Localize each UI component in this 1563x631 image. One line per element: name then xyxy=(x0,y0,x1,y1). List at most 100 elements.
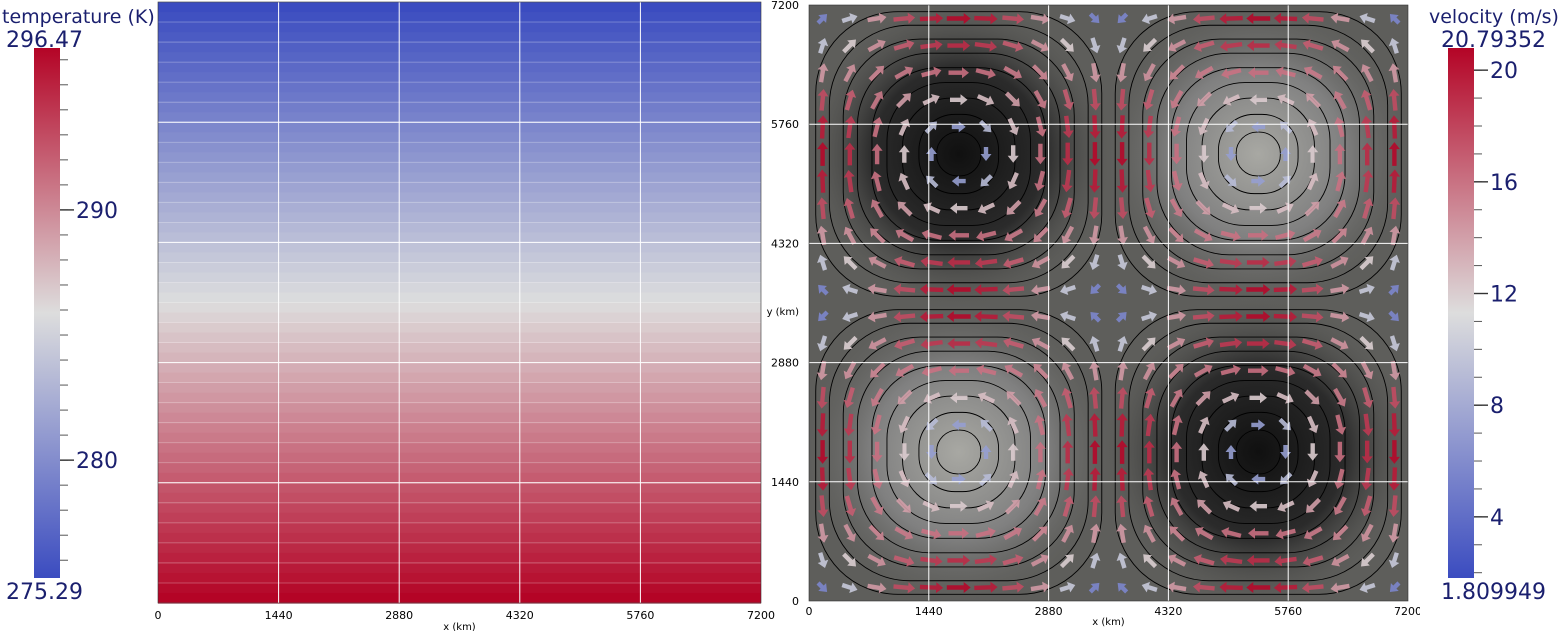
velocity-arrow xyxy=(975,527,996,538)
velocity-arrow xyxy=(948,527,969,539)
velocity-arrow xyxy=(974,257,998,269)
velocity-arrow xyxy=(1061,169,1073,193)
velocity-arrow xyxy=(1059,581,1076,593)
velocity-arrow xyxy=(1033,363,1049,380)
velocity-arrow xyxy=(817,552,829,568)
velocity-arrow xyxy=(1061,413,1073,437)
velocity-arrow xyxy=(1198,443,1210,461)
velocity-arrow xyxy=(1089,225,1100,245)
velocity-arrow xyxy=(1332,65,1349,82)
temperature-band xyxy=(158,182,761,193)
temperature-frame xyxy=(157,1,762,604)
velocity-arrow xyxy=(1220,40,1243,52)
velocity-arrow xyxy=(1141,254,1156,269)
velocity-frame xyxy=(808,4,1409,602)
velocity-arrow xyxy=(1062,89,1074,110)
streamline-contour xyxy=(842,38,1075,270)
velocity-arrow xyxy=(1004,91,1020,107)
velocity-arrow xyxy=(1301,12,1324,24)
velocity-arrow xyxy=(1062,115,1074,138)
velocity-arrow xyxy=(1141,13,1158,25)
velocity-arrow xyxy=(870,387,884,407)
velocity-arrow xyxy=(1059,37,1074,52)
velocity-arrow xyxy=(1198,172,1210,190)
velocity-arrow xyxy=(1061,524,1074,543)
velocity-arrow xyxy=(1360,495,1373,517)
velocity-arrow xyxy=(1034,170,1046,191)
velocity-arrow xyxy=(1116,37,1128,54)
velocity-arrow xyxy=(1007,117,1019,136)
velocity-arrow xyxy=(893,283,916,295)
velocity-arrow xyxy=(870,496,884,515)
streamline-contour xyxy=(842,336,1075,568)
streamline-contour xyxy=(856,350,1061,554)
velocity-arrow xyxy=(1246,582,1271,593)
velocity-arrow xyxy=(1275,229,1296,240)
streamline-contour xyxy=(1217,411,1299,493)
temperature-band xyxy=(158,402,761,414)
velocity-arrow xyxy=(1116,169,1128,193)
streamline-contour xyxy=(1128,24,1389,284)
velocity-y-tick-label: 0 xyxy=(792,595,799,608)
temperature-band xyxy=(158,362,761,374)
velocity-arrow xyxy=(816,14,828,25)
velocity-arrow xyxy=(950,500,968,512)
velocity-arrow xyxy=(1389,360,1401,381)
velocity-arrow xyxy=(844,115,856,139)
velocity-arrow xyxy=(1273,283,1298,295)
velocity-arrow xyxy=(844,142,856,166)
velocity-arrow xyxy=(1167,581,1187,593)
velocity-arrow xyxy=(816,225,828,246)
velocity-arrow xyxy=(920,256,943,268)
velocity-arrow xyxy=(1330,12,1350,24)
velocity-arrow xyxy=(893,12,916,24)
velocity-arrow xyxy=(1362,198,1374,219)
velocity-arrow xyxy=(1198,470,1210,489)
temperature-band xyxy=(158,72,761,83)
velocity-arrow xyxy=(1166,337,1186,351)
velocity-arrow xyxy=(1195,391,1211,407)
velocity-arrow xyxy=(867,553,886,567)
velocity-arrow xyxy=(1330,256,1349,269)
velocity-arrow xyxy=(1033,497,1047,517)
velocity-arrow xyxy=(844,495,857,517)
velocity-arrow xyxy=(1220,230,1241,242)
velocity-arrow xyxy=(1116,495,1128,518)
velocity-arrow xyxy=(1307,172,1319,191)
velocity-arrow xyxy=(898,443,910,461)
velocity-arrow xyxy=(1060,311,1076,322)
temperature-band xyxy=(158,112,761,123)
velocity-arrow xyxy=(919,582,944,594)
velocity-arrow xyxy=(1307,145,1319,163)
streamline-contour xyxy=(856,52,1061,256)
velocity-arrow xyxy=(946,13,971,24)
velocity-arrow xyxy=(843,64,856,83)
velocity-arrow xyxy=(947,40,971,52)
velocity-arrow xyxy=(1388,115,1400,139)
velocity-arrow xyxy=(1193,364,1213,378)
velocity-arrow xyxy=(921,66,942,78)
temperature-band xyxy=(158,412,761,424)
velocity-arrow xyxy=(1088,582,1100,594)
velocity-arrow xyxy=(1007,172,1019,190)
velocity-arrow xyxy=(920,338,943,350)
velocity-arrow xyxy=(951,121,966,133)
velocity-arrow xyxy=(1333,387,1347,407)
temperature-band xyxy=(158,352,761,364)
velocity-arrow xyxy=(1389,413,1401,437)
velocity-arrow xyxy=(950,94,968,106)
velocity-arrow xyxy=(1192,284,1215,296)
velocity-arrow xyxy=(1301,338,1323,350)
velocity-arrow xyxy=(1089,440,1101,464)
velocity-arrow xyxy=(1193,257,1214,269)
temperature-band xyxy=(158,332,761,344)
velocity-arrow xyxy=(1331,228,1347,244)
velocity-arrow xyxy=(923,202,941,214)
streamline-contour xyxy=(1186,82,1331,226)
streamline-contour xyxy=(918,411,1000,493)
velocity-arrow xyxy=(1388,440,1400,464)
velocity-arrow xyxy=(948,229,969,241)
temperature-plot: 0 1440 2880 4320 5760 7200 x (km) xyxy=(155,1,775,631)
velocity-arrow xyxy=(893,311,916,323)
velocity-arrow xyxy=(1061,63,1074,82)
